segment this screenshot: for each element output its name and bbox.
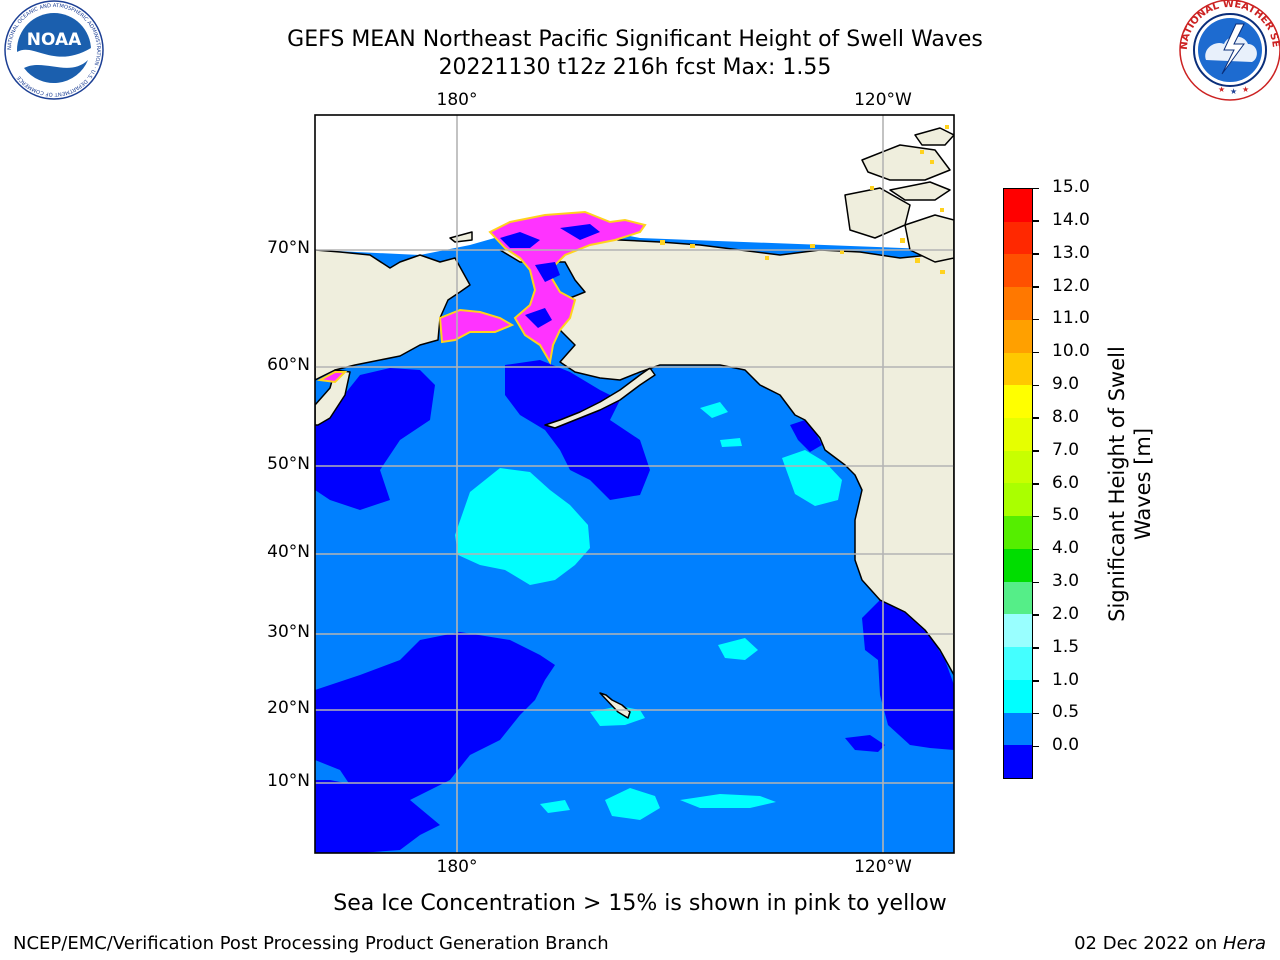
colorbar-tick [1033,318,1039,321]
colorbar-segment [1004,581,1032,615]
colorbar-segment [1004,516,1032,549]
colorbar-tick [1033,647,1039,649]
colorbar-tick [1033,745,1039,748]
colorbar-segment [1004,745,1032,778]
colorbar [1003,188,1033,779]
star-icon: ★ [1230,87,1237,96]
lat-label-50n: 50°N [267,454,310,474]
noaa-logo: NOAA NATIONAL OCEANIC AND ATMOSPHERIC AD… [4,0,104,100]
lon-label-bottom-180: 180° [436,857,478,877]
colorbar-segment [1004,548,1032,582]
star-icon: ★ [1218,85,1225,94]
colorbar-segment [1004,189,1032,222]
colorbar-segment [1004,483,1032,517]
colorbar-tick [1033,548,1039,551]
colorbar-tick-label: 1.0 [1052,669,1080,690]
hawaii [599,692,631,719]
footer-date: 02 Dec 2022 on Hera [1074,933,1266,954]
colorbar-segment [1004,287,1032,320]
colorbar-tick [1033,581,1039,583]
chart-subtitle: 20221130 t12z 216h fcst Max: 1.55 [438,55,832,80]
colorbar-tick-label: 11.0 [1052,308,1090,329]
footer-credit: NCEP/EMC/Verification Post Processing Pr… [13,933,609,954]
alaska-canada [499,237,954,676]
colorbar-segment [1004,352,1032,386]
colorbar-segment [1004,254,1032,288]
colorbar-tick [1033,450,1039,452]
colorbar-tick [1033,483,1039,485]
lat-label-10n: 10°N [267,771,310,791]
colorbar-tick [1033,187,1039,189]
lat-label-70n: 70°N [267,238,310,258]
star-icon: ★ [1242,85,1249,94]
st-lawrence-island [449,231,473,243]
colorbar-tick-label: 12.0 [1052,275,1090,296]
colorbar-tick-label: 10.0 [1052,341,1090,362]
colorbar-tick [1033,515,1039,518]
colorbar-tick-label: 3.0 [1052,571,1080,591]
colorbar-tick [1033,253,1039,255]
nws-logo: NATIONAL WEATHER SERVICE ★ ★ ★ [1179,0,1280,101]
colorbar-tick-label: 13.0 [1052,242,1090,263]
siberia-land [315,249,471,381]
colorbar-tick [1033,286,1039,288]
noaa-logo-text: NOAA [27,30,82,50]
colorbar-tick-label: 7.0 [1052,439,1080,460]
sea-ice-inner [500,224,600,328]
colorbar-tick-label: 8.0 [1052,406,1080,427]
colorbar-tick-label: 14.0 [1052,209,1090,230]
land [315,127,954,719]
footer-date-text: 02 Dec 2022 on [1074,933,1223,954]
arctic-island-1 [861,144,951,181]
graticule [315,115,954,853]
colorbar-segment [1004,319,1032,353]
colorbar-tick-label: 0.5 [1052,702,1080,723]
colorbar-tick-label: 15.0 [1052,177,1090,197]
lat-label-30n: 30°N [267,622,310,642]
higher-swell-patches [455,402,842,820]
colorbar-tick-label: 1.5 [1052,636,1080,657]
lat-label-40n: 40°N [267,542,310,562]
colorbar-segment [1004,450,1032,484]
colorbar-title: Significant Height of Swell Waves [m] [1105,346,1155,622]
map-frame [314,114,955,854]
colorbar-tick [1033,351,1039,354]
colorbar-tick-label: 6.0 [1052,472,1080,493]
colorbar-tick [1033,614,1039,616]
lon-label-bottom-120w: 120°W [854,857,912,877]
colorbar-tick [1033,384,1039,386]
arctic-island-5 [914,127,954,146]
colorbar-tick [1033,712,1039,715]
colorbar-segment [1004,385,1032,419]
colorbar-tick [1033,417,1039,419]
lat-label-20n: 20°N [267,698,310,718]
colorbar-segment [1004,712,1032,746]
colorbar-segment [1004,221,1032,255]
lat-label-60n: 60°N [267,355,310,375]
colorbar-segment [1004,647,1032,680]
lon-label-top-120w: 120°W [854,90,912,110]
footer-host: Hera [1222,933,1266,954]
colorbar-tick-label: 4.0 [1052,538,1080,559]
colorbar-tick-label: 5.0 [1052,505,1080,526]
colorbar-tick-label: 2.0 [1052,603,1080,624]
alaska-peninsula [544,367,656,429]
colorbar-tick-label: 9.0 [1052,374,1080,394]
sea-ice-specks [660,125,949,274]
colorbar-segment [1004,418,1032,451]
arctic-ocean [315,115,954,255]
arctic-island-3 [889,181,951,201]
colorbar-tick [1033,680,1039,682]
colorbar-tick-label: 0.0 [1052,735,1080,756]
lon-label-top-180: 180° [436,90,478,110]
colorbar-segment [1004,614,1032,648]
colorbar-tick [1033,220,1039,222]
chart-title: GEFS MEAN Northeast Pacific Significant … [287,27,983,52]
sea-ice-caption: Sea Ice Concentration > 15% is shown in … [333,891,947,916]
colorbar-segment [1004,679,1032,713]
